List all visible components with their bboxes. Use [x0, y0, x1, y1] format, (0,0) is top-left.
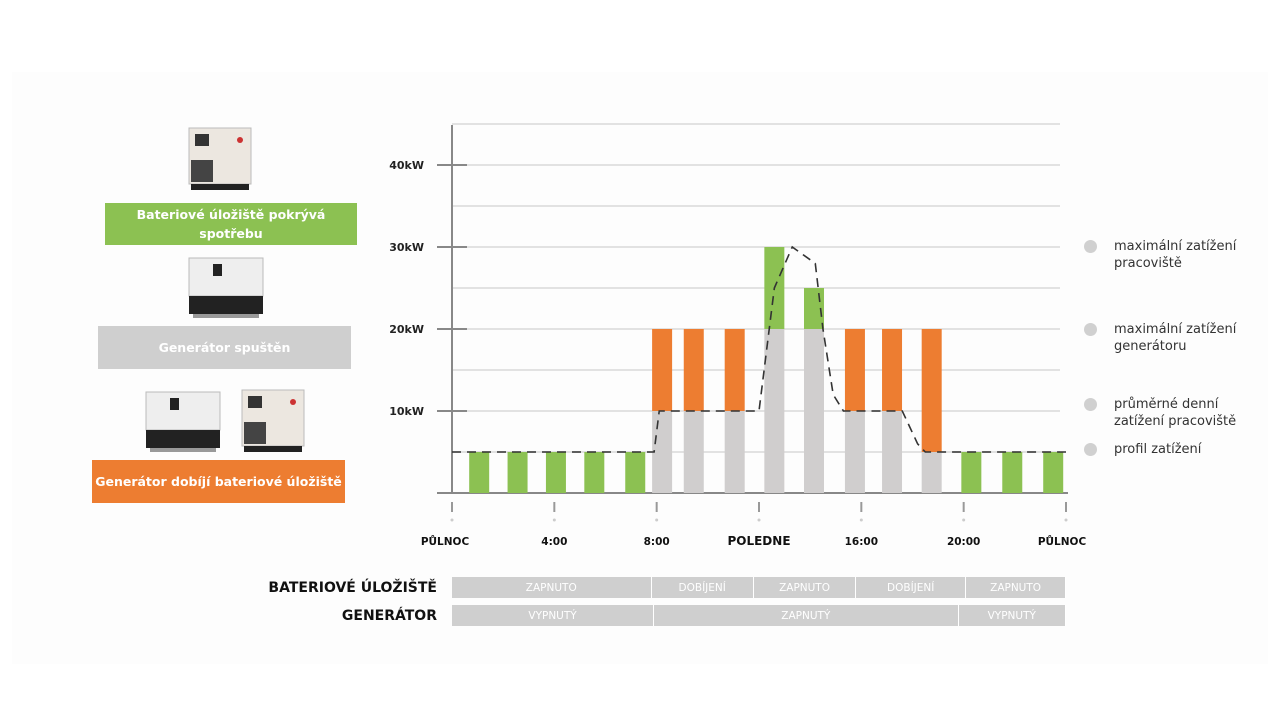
x-tick-dot — [655, 518, 659, 522]
bar-gray — [844, 411, 865, 493]
x-tick-dot — [552, 518, 556, 522]
generator-running-label: Generátor spuštěn — [98, 326, 351, 369]
battery-covers-label: Bateriové úložiště pokrývá spotřebu — [105, 203, 357, 245]
bar-green — [1002, 452, 1023, 493]
legend-max-site-load: maximální zatížení pracoviště — [1084, 238, 1254, 272]
bar-gray — [724, 411, 745, 493]
x-tick-label: 16:00 — [845, 536, 878, 548]
bar-gray — [882, 411, 903, 493]
schedule-segment: ZAPNUTO — [753, 577, 857, 598]
x-tick-label: PŮLNOC — [1038, 535, 1087, 548]
bar-green — [625, 452, 646, 493]
y-tick-label: 40kW — [389, 159, 424, 172]
legend-avg-daily-load: průměrné denní zatížení pracoviště — [1084, 396, 1259, 430]
bar-green — [584, 452, 605, 493]
bar-orange — [683, 329, 704, 411]
load-profile-line — [452, 245, 1066, 453]
bar-green — [469, 452, 490, 493]
legend-dot-icon — [1084, 240, 1097, 253]
y-tick-label: 20kW — [389, 323, 424, 336]
schedule-segment: ZAPNUTO — [966, 577, 1066, 598]
bar-gray — [804, 329, 825, 493]
legend-dot-icon — [1084, 443, 1097, 456]
bar-green — [545, 452, 566, 493]
legend-dot-icon — [1084, 398, 1097, 411]
bar-orange — [882, 329, 903, 411]
bar-orange — [652, 329, 673, 411]
bar-green — [1043, 452, 1064, 493]
x-tick-dot — [962, 518, 966, 522]
legend-load-profile: profil zatížení — [1084, 441, 1201, 458]
x-tick-dot — [757, 518, 761, 522]
x-tick-label: 20:00 — [947, 536, 980, 548]
x-tick-dot — [450, 518, 454, 522]
generator-charges-label: Generátor dobíjí bateriové úložiště — [92, 460, 345, 503]
battery-storage-image — [188, 127, 252, 190]
generator-row-label: GENERÁTOR — [341, 608, 437, 624]
bar-green — [961, 452, 982, 493]
x-tick-dot — [859, 518, 863, 522]
x-tick-label: 4:00 — [541, 536, 567, 548]
schedule-segment: VYPNUTÝ — [958, 605, 1066, 626]
bar-orange — [844, 329, 865, 411]
bar-gray — [683, 411, 704, 493]
schedule-segment: DOBÍJENÍ — [856, 577, 967, 598]
generator-image — [188, 257, 264, 318]
x-tick-label: 8:00 — [644, 536, 670, 548]
bar-gray — [652, 411, 673, 493]
schedule-segment: VYPNUTÝ — [452, 605, 655, 626]
bar-orange — [724, 329, 745, 411]
y-tick-label: 30kW — [389, 241, 424, 254]
x-tick-label: PŮLNOC — [421, 535, 470, 548]
y-tick-label: 10kW — [389, 405, 424, 418]
schedule-segment: ZAPNUTO — [452, 577, 652, 598]
generator-image-2 — [145, 391, 221, 452]
bar-orange — [921, 329, 942, 452]
x-tick-dot — [1064, 518, 1068, 522]
battery-row-label: BATERIOVÉ ÚLOŽIŠTĚ — [268, 580, 437, 596]
legend-max-generator-load: maximální zatížení generátoru — [1084, 321, 1254, 355]
x-tick-label: POLEDNE — [727, 534, 790, 548]
bar-green — [507, 452, 528, 493]
schedule-segment: ZAPNUTÝ — [654, 605, 959, 626]
bar-gray — [921, 452, 942, 493]
battery-storage-image-2 — [241, 389, 305, 452]
bar-gray — [764, 329, 785, 493]
schedule-segment: DOBÍJENÍ — [651, 577, 754, 598]
legend-dot-icon — [1084, 323, 1097, 336]
